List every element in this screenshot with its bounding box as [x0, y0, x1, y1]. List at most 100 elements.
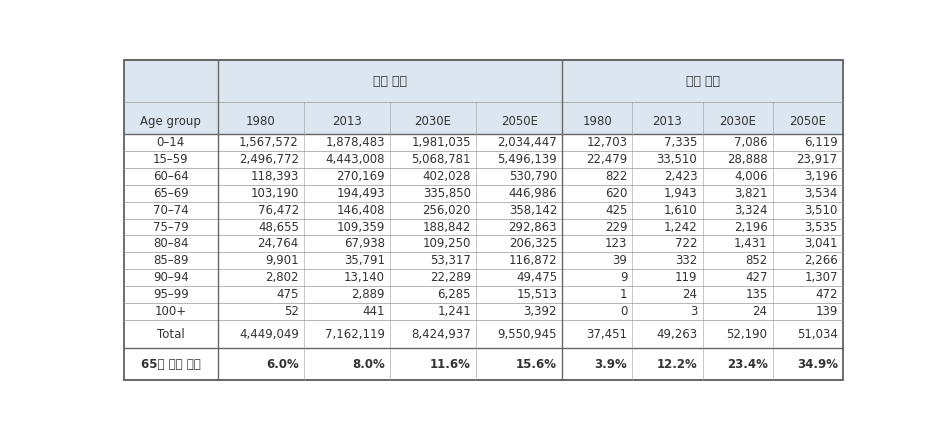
Text: 2013: 2013	[653, 115, 683, 128]
Text: 15–59: 15–59	[153, 153, 189, 166]
Text: 9,550,945: 9,550,945	[498, 328, 557, 341]
Text: 425: 425	[604, 204, 627, 217]
Text: 6,285: 6,285	[438, 288, 471, 301]
Text: 206,325: 206,325	[508, 237, 557, 250]
Text: 24,764: 24,764	[257, 237, 299, 250]
Text: 3,392: 3,392	[523, 305, 557, 318]
Text: 1,943: 1,943	[664, 187, 698, 200]
Bar	[124, 253, 843, 270]
Text: 530,790: 530,790	[509, 170, 557, 183]
Text: 722: 722	[675, 237, 698, 250]
Text: 8.0%: 8.0%	[352, 358, 385, 371]
Text: 3,821: 3,821	[734, 187, 768, 200]
Text: 3,534: 3,534	[804, 187, 837, 200]
Text: 1,610: 1,610	[664, 204, 698, 217]
Text: 123: 123	[604, 237, 627, 250]
Text: 119: 119	[675, 271, 698, 284]
Text: 7,162,119: 7,162,119	[325, 328, 385, 341]
Text: 2,496,772: 2,496,772	[239, 153, 299, 166]
Text: 39: 39	[612, 254, 627, 267]
Text: 1980: 1980	[246, 115, 275, 128]
Text: 103,190: 103,190	[251, 187, 299, 200]
Text: 2050E: 2050E	[789, 115, 826, 128]
Text: 3,324: 3,324	[734, 204, 768, 217]
Text: 23.4%: 23.4%	[727, 358, 768, 371]
Bar	[124, 102, 843, 134]
Text: 2050E: 2050E	[501, 115, 538, 128]
Text: 15,513: 15,513	[516, 288, 557, 301]
Text: 85–89: 85–89	[153, 254, 189, 267]
Text: 475: 475	[276, 288, 299, 301]
Bar	[124, 236, 843, 253]
Text: 472: 472	[816, 288, 837, 301]
Bar	[124, 270, 843, 286]
Text: 22,289: 22,289	[430, 271, 471, 284]
Text: 48,655: 48,655	[258, 220, 299, 233]
Text: 427: 427	[745, 271, 768, 284]
Text: 4,443,008: 4,443,008	[325, 153, 385, 166]
Text: 1,981,035: 1,981,035	[411, 136, 471, 149]
Text: Total: Total	[157, 328, 185, 341]
Text: 118,393: 118,393	[251, 170, 299, 183]
Text: 2,423: 2,423	[664, 170, 698, 183]
Text: 9,901: 9,901	[265, 254, 299, 267]
Text: 1,242: 1,242	[664, 220, 698, 233]
Text: 7,086: 7,086	[734, 136, 768, 149]
Bar	[124, 202, 843, 219]
Text: 67,938: 67,938	[344, 237, 385, 250]
Bar	[124, 151, 843, 168]
Text: 256,020: 256,020	[422, 204, 471, 217]
Text: 4,006: 4,006	[734, 170, 768, 183]
Text: 52,190: 52,190	[726, 328, 768, 341]
Text: 109,250: 109,250	[422, 237, 471, 250]
Text: 53,317: 53,317	[430, 254, 471, 267]
Text: 135: 135	[745, 288, 768, 301]
Text: 3,041: 3,041	[804, 237, 837, 250]
Text: 116,872: 116,872	[508, 254, 557, 267]
Text: 292,863: 292,863	[508, 220, 557, 233]
Text: 5,496,139: 5,496,139	[497, 153, 557, 166]
Text: 0–14: 0–14	[157, 136, 185, 149]
Text: 70–74: 70–74	[153, 204, 189, 217]
Text: 4,449,049: 4,449,049	[239, 328, 299, 341]
Bar	[124, 219, 843, 236]
Text: 세계 인구: 세계 인구	[373, 75, 407, 88]
Bar	[124, 134, 843, 151]
Text: 229: 229	[604, 220, 627, 233]
Text: 37,451: 37,451	[587, 328, 627, 341]
Text: 24: 24	[683, 288, 698, 301]
Text: 2030E: 2030E	[415, 115, 452, 128]
Text: 65–69: 65–69	[153, 187, 189, 200]
Text: 65세 이상 비율: 65세 이상 비율	[141, 358, 201, 371]
Text: 1,431: 1,431	[734, 237, 768, 250]
Text: 100+: 100+	[155, 305, 187, 318]
Text: 6,119: 6,119	[804, 136, 837, 149]
Bar	[124, 349, 843, 380]
Text: 75–79: 75–79	[153, 220, 189, 233]
Text: 2,034,447: 2,034,447	[497, 136, 557, 149]
Text: 194,493: 194,493	[337, 187, 385, 200]
Text: 13,140: 13,140	[344, 271, 385, 284]
Text: 1,878,483: 1,878,483	[325, 136, 385, 149]
Text: 1,241: 1,241	[438, 305, 471, 318]
Text: 11.6%: 11.6%	[430, 358, 471, 371]
Text: 49,263: 49,263	[656, 328, 698, 341]
Text: 12,703: 12,703	[587, 136, 627, 149]
Text: 15.6%: 15.6%	[516, 358, 557, 371]
Bar	[124, 320, 843, 349]
Text: 402,028: 402,028	[422, 170, 471, 183]
Text: 822: 822	[604, 170, 627, 183]
Text: 852: 852	[745, 254, 768, 267]
Text: 76,472: 76,472	[257, 204, 299, 217]
Text: 620: 620	[604, 187, 627, 200]
Text: 34.9%: 34.9%	[797, 358, 837, 371]
Text: 1,307: 1,307	[804, 271, 837, 284]
Text: 441: 441	[362, 305, 385, 318]
Text: 7,335: 7,335	[664, 136, 698, 149]
Text: 358,142: 358,142	[508, 204, 557, 217]
Text: 28,888: 28,888	[727, 153, 768, 166]
Text: 3,196: 3,196	[804, 170, 837, 183]
Text: 24: 24	[753, 305, 768, 318]
Text: 2030E: 2030E	[720, 115, 756, 128]
Text: 51,034: 51,034	[797, 328, 837, 341]
